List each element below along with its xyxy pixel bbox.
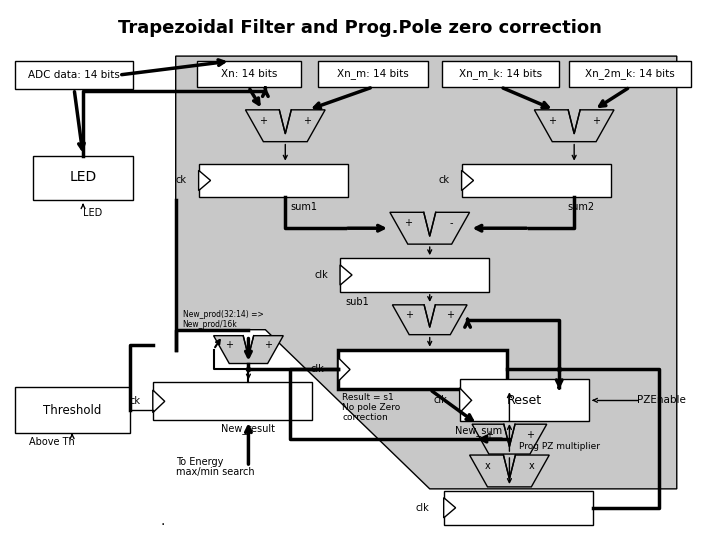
Polygon shape [459, 388, 472, 413]
Text: Trapezoidal Filter and Prog.Pole zero correction: Trapezoidal Filter and Prog.Pole zero co… [118, 19, 602, 37]
Polygon shape [444, 498, 456, 518]
Polygon shape [392, 305, 467, 335]
Bar [33, 156, 133, 200]
Bar [462, 164, 611, 198]
Text: PZEnable: PZEnable [637, 395, 686, 406]
Text: ck: ck [176, 176, 186, 185]
Text: clk: clk [310, 364, 324, 374]
Text: x: x [485, 461, 490, 471]
Text: Xn: 14 bits: Xn: 14 bits [221, 69, 277, 79]
Text: LED: LED [69, 171, 96, 185]
Text: Prog PZ multiplier: Prog PZ multiplier [519, 442, 600, 451]
Bar [15, 61, 133, 89]
Bar [459, 380, 589, 421]
Text: clk: clk [315, 270, 328, 280]
Bar [570, 61, 690, 87]
Text: ADC data: 14 bits: ADC data: 14 bits [28, 70, 120, 80]
Polygon shape [469, 455, 549, 487]
Bar [318, 61, 428, 87]
Text: +: + [303, 116, 311, 126]
Text: +: + [592, 116, 600, 126]
Text: Reset: Reset [507, 394, 542, 407]
Text: sum1: sum1 [290, 202, 318, 212]
Text: clk: clk [434, 395, 448, 406]
Polygon shape [176, 56, 677, 489]
Text: correction: correction [342, 413, 388, 422]
Bar [197, 61, 301, 87]
Text: Above Th: Above Th [30, 437, 75, 447]
Text: sum2: sum2 [567, 202, 594, 212]
Polygon shape [214, 336, 283, 363]
Polygon shape [472, 424, 546, 454]
Text: Threshold: Threshold [43, 404, 102, 417]
Text: New_sum: New_sum [454, 425, 502, 436]
Text: +: + [259, 116, 267, 126]
Polygon shape [153, 390, 165, 413]
Bar [15, 387, 130, 433]
Polygon shape [199, 170, 210, 191]
Text: New_result: New_result [222, 423, 276, 434]
Text: ck: ck [438, 176, 450, 185]
Text: +: + [485, 430, 493, 440]
Text: LED: LED [83, 208, 102, 218]
Bar [153, 382, 312, 420]
Text: +: + [526, 430, 534, 440]
Text: ck: ck [130, 396, 141, 406]
Text: .: . [161, 514, 165, 528]
Bar [444, 491, 593, 525]
Text: +: + [225, 340, 233, 350]
Polygon shape [340, 265, 352, 285]
Polygon shape [534, 110, 614, 141]
Text: Xn_m_k: 14 bits: Xn_m_k: 14 bits [459, 69, 542, 79]
Text: sub1: sub1 [345, 297, 369, 307]
Text: +: + [405, 310, 413, 320]
Text: +: + [264, 340, 271, 350]
Text: x: x [528, 461, 534, 471]
Polygon shape [338, 357, 350, 381]
Text: -: - [450, 219, 454, 228]
Polygon shape [462, 170, 474, 191]
Text: To Energy: To Energy [176, 457, 223, 467]
Bar [441, 61, 559, 87]
Polygon shape [390, 212, 469, 244]
Text: Result = s1: Result = s1 [342, 393, 394, 402]
Polygon shape [246, 110, 325, 141]
Text: New_prod/16k: New_prod/16k [183, 320, 238, 329]
Text: Xn_2m_k: 14 bits: Xn_2m_k: 14 bits [585, 69, 675, 79]
Text: No pole Zero: No pole Zero [342, 403, 400, 413]
Text: +: + [446, 310, 454, 320]
Bar [340, 258, 490, 292]
Text: New_prod(32:14) =>: New_prod(32:14) => [183, 310, 264, 319]
Text: max/min search: max/min search [176, 467, 254, 477]
Bar [199, 164, 348, 198]
Bar [338, 349, 508, 389]
Text: clk: clk [416, 503, 430, 513]
Text: +: + [404, 219, 412, 228]
Text: Xn_m: 14 bits: Xn_m: 14 bits [337, 69, 409, 79]
Text: +: + [548, 116, 557, 126]
